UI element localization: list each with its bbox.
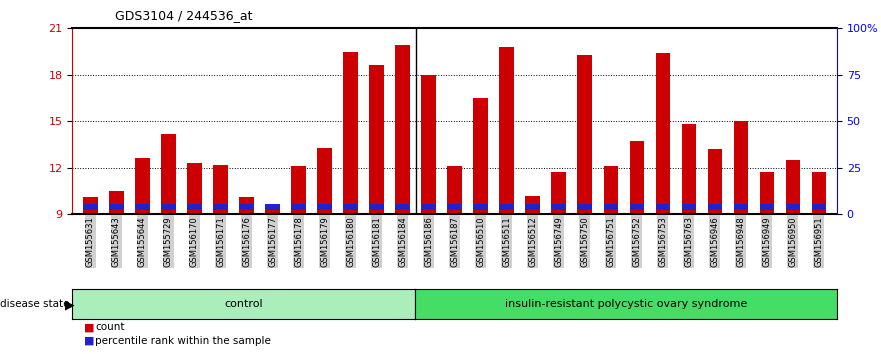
Bar	[734, 204, 748, 210]
Text: GSM156752: GSM156752	[633, 216, 641, 267]
Text: GSM156749: GSM156749	[554, 216, 563, 267]
Bar	[344, 52, 358, 214]
Text: GSM156180: GSM156180	[346, 216, 355, 267]
Bar	[811, 204, 825, 210]
Text: GSM155631: GSM155631	[86, 216, 95, 267]
Bar	[759, 204, 774, 210]
Bar	[578, 55, 592, 214]
Bar	[317, 204, 331, 210]
Bar	[161, 204, 175, 210]
Bar	[473, 204, 488, 210]
Text: GSM156949: GSM156949	[762, 216, 771, 267]
Bar	[396, 45, 410, 214]
Text: GSM156176: GSM156176	[242, 216, 251, 267]
Text: GSM156171: GSM156171	[216, 216, 225, 267]
Bar	[552, 172, 566, 214]
Bar	[188, 163, 202, 214]
Text: GSM155729: GSM155729	[164, 216, 173, 267]
Bar	[811, 172, 825, 214]
Bar	[188, 204, 202, 210]
Bar	[759, 172, 774, 214]
Bar	[136, 159, 150, 214]
Text: GSM156946: GSM156946	[710, 216, 719, 267]
Bar	[84, 204, 98, 210]
Bar	[213, 165, 227, 214]
Bar	[136, 204, 150, 210]
Bar	[707, 204, 722, 210]
Text: GSM156951: GSM156951	[814, 216, 823, 267]
Bar	[292, 204, 306, 210]
Text: GSM156948: GSM156948	[737, 216, 745, 267]
Text: GSM156950: GSM156950	[788, 216, 797, 267]
Text: ■: ■	[84, 322, 94, 332]
Text: GSM156177: GSM156177	[268, 216, 277, 267]
Bar	[240, 204, 254, 210]
Bar	[655, 204, 670, 210]
Bar	[265, 206, 279, 214]
Bar	[682, 204, 696, 210]
Bar	[213, 204, 227, 210]
Text: GSM156178: GSM156178	[294, 216, 303, 267]
Bar	[786, 160, 800, 214]
Text: GSM156184: GSM156184	[398, 216, 407, 267]
Bar	[707, 149, 722, 214]
Text: GSM156512: GSM156512	[528, 216, 537, 267]
Bar	[369, 204, 384, 210]
Text: GDS3104 / 244536_at: GDS3104 / 244536_at	[115, 9, 252, 22]
Bar	[448, 204, 462, 210]
Bar	[344, 204, 358, 210]
Text: GSM156187: GSM156187	[450, 216, 459, 267]
Text: percentile rank within the sample: percentile rank within the sample	[95, 336, 271, 346]
Text: GSM156510: GSM156510	[476, 216, 485, 267]
Bar	[630, 141, 644, 214]
Bar	[525, 204, 540, 210]
Bar	[109, 204, 123, 210]
Bar	[655, 53, 670, 214]
Bar	[240, 197, 254, 214]
Text: insulin-resistant polycystic ovary syndrome: insulin-resistant polycystic ovary syndr…	[505, 298, 747, 309]
Bar	[421, 204, 436, 210]
Text: GSM156511: GSM156511	[502, 216, 511, 267]
Text: GSM156170: GSM156170	[190, 216, 199, 267]
Bar	[603, 204, 618, 210]
Bar	[603, 166, 618, 214]
Text: control: control	[225, 298, 263, 309]
Bar	[734, 121, 748, 214]
Text: GSM156750: GSM156750	[581, 216, 589, 267]
Text: disease state: disease state	[0, 299, 70, 309]
Bar	[421, 75, 436, 214]
Bar	[396, 204, 410, 210]
Text: GSM156753: GSM156753	[658, 216, 667, 267]
Bar	[578, 204, 592, 210]
Bar	[630, 204, 644, 210]
Text: GSM156751: GSM156751	[606, 216, 615, 267]
Text: ▶: ▶	[65, 298, 75, 311]
Bar	[500, 204, 514, 210]
Text: GSM156179: GSM156179	[320, 216, 329, 267]
Text: GSM155643: GSM155643	[112, 216, 121, 267]
Bar	[369, 65, 384, 214]
Bar	[109, 191, 123, 214]
Bar	[292, 166, 306, 214]
Bar	[525, 195, 540, 214]
Bar	[448, 166, 462, 214]
Bar	[500, 47, 514, 214]
Text: GSM156763: GSM156763	[685, 216, 693, 267]
Bar	[786, 204, 800, 210]
Bar	[317, 148, 331, 214]
Text: ■: ■	[84, 336, 94, 346]
Text: GSM156181: GSM156181	[372, 216, 381, 267]
Text: GSM156186: GSM156186	[424, 216, 433, 267]
Text: count: count	[95, 322, 124, 332]
Bar	[84, 197, 98, 214]
Bar	[552, 204, 566, 210]
Bar	[265, 204, 279, 210]
Bar	[161, 133, 175, 214]
Bar	[682, 124, 696, 214]
Bar	[473, 98, 488, 214]
Text: GSM155644: GSM155644	[138, 216, 147, 267]
